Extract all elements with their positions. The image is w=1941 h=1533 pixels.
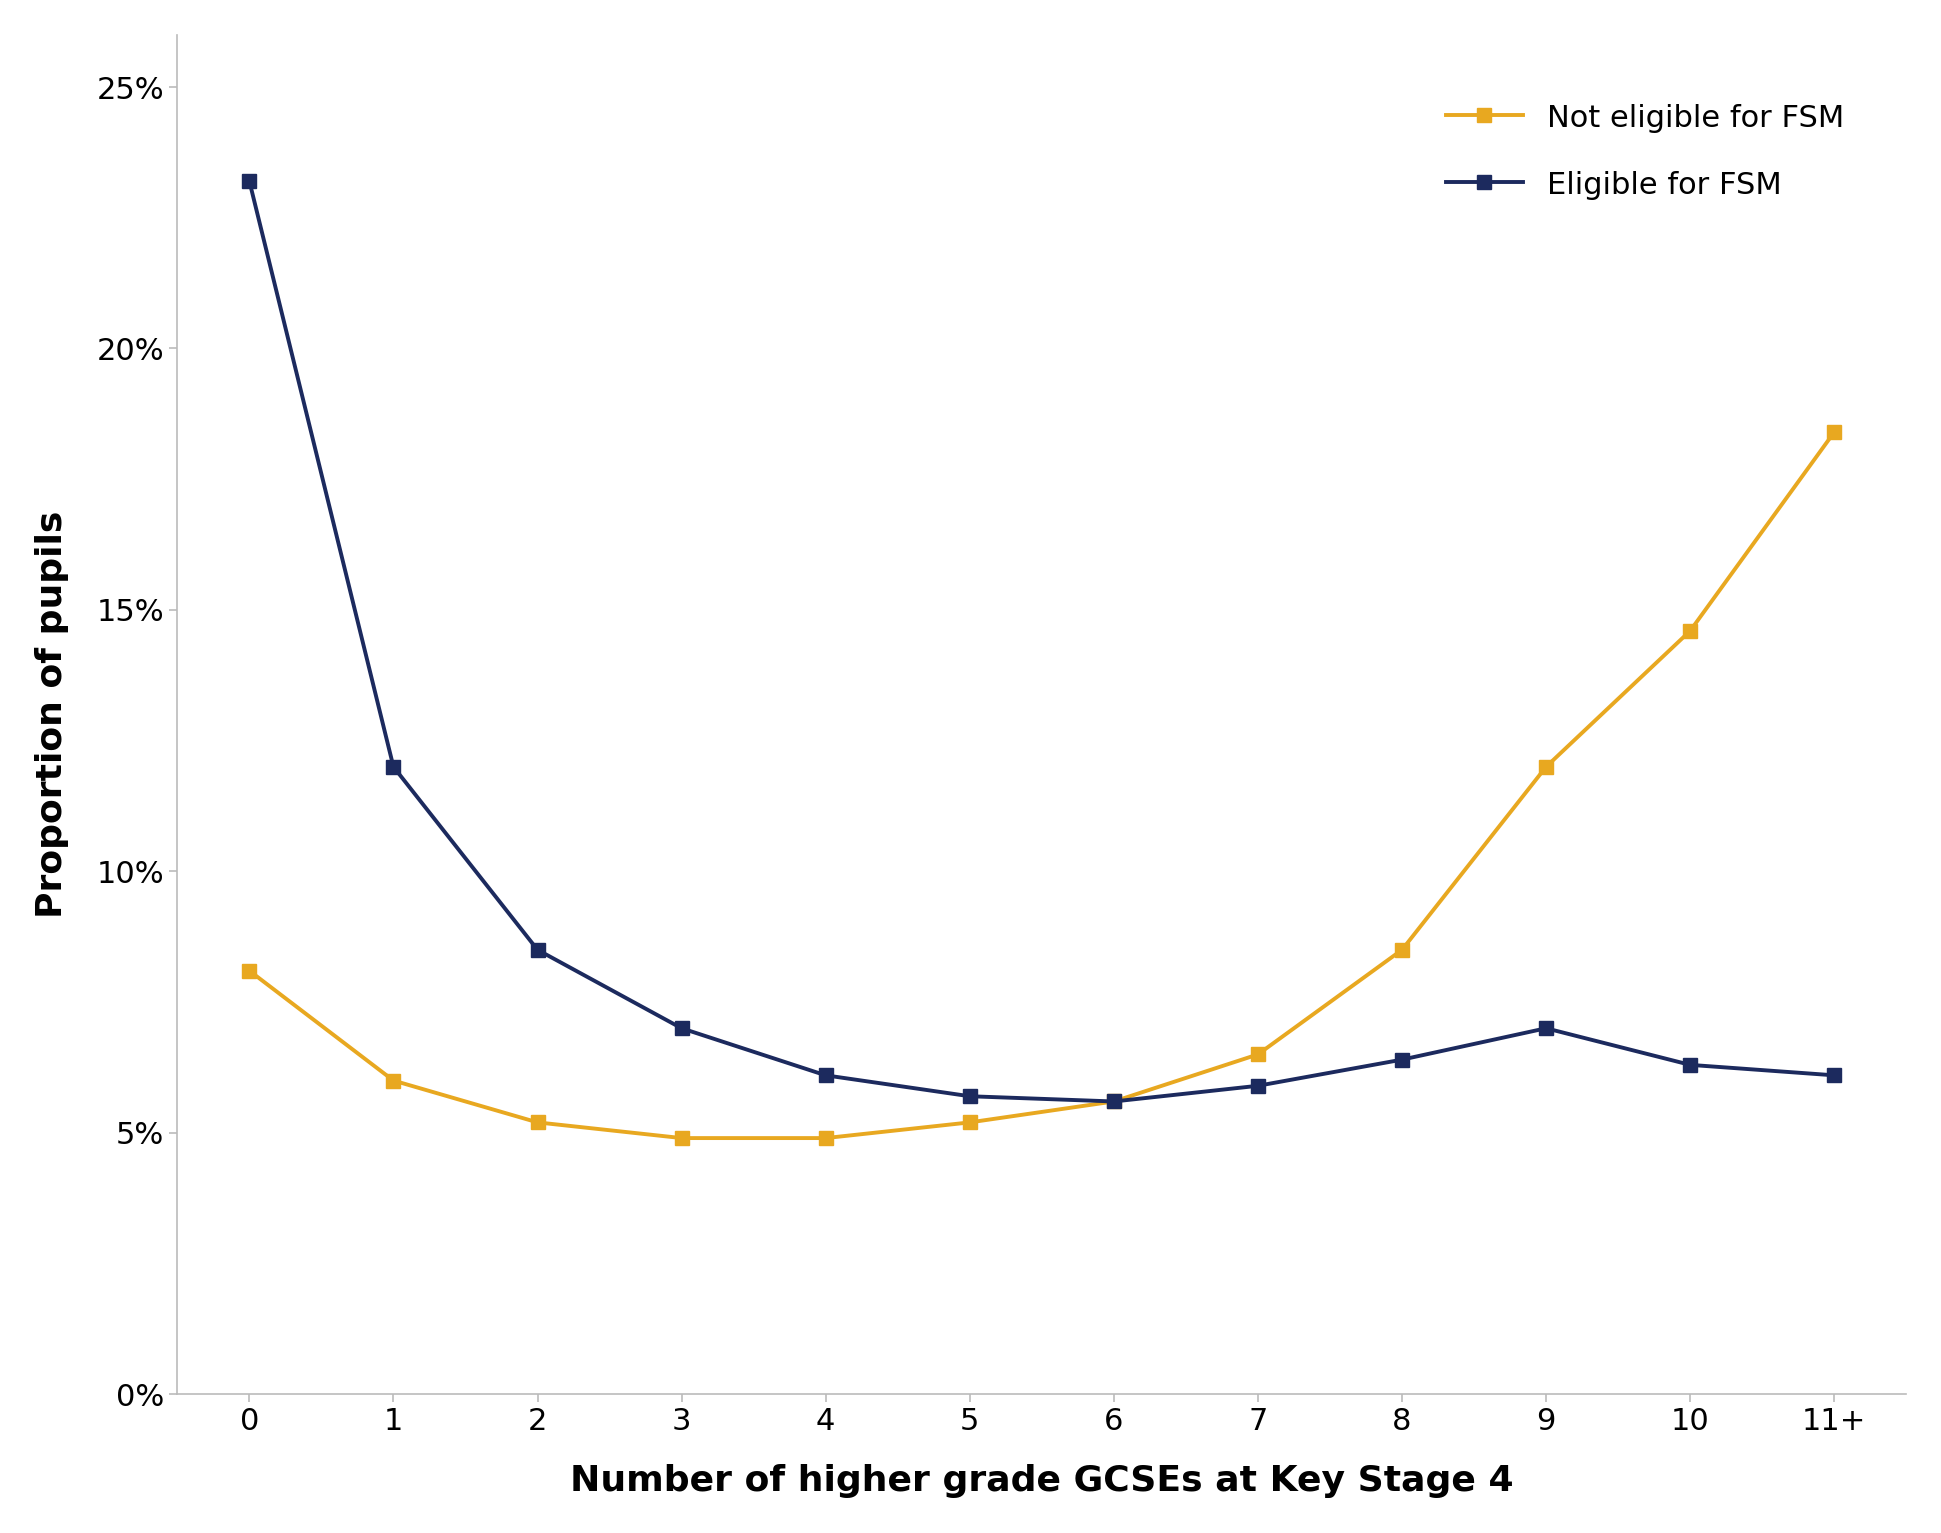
Not eligible for FSM xyxy=(1679,622,1702,641)
Eligible for FSM xyxy=(670,1019,693,1038)
Not eligible for FSM xyxy=(670,1128,693,1147)
Not eligible for FSM xyxy=(813,1128,837,1147)
Line: Not eligible for FSM: Not eligible for FSM xyxy=(243,425,1842,1145)
X-axis label: Number of higher grade GCSEs at Key Stage 4: Number of higher grade GCSEs at Key Stag… xyxy=(571,1464,1514,1498)
Eligible for FSM xyxy=(526,941,549,960)
Eligible for FSM xyxy=(237,172,260,190)
Not eligible for FSM xyxy=(1102,1093,1126,1111)
Not eligible for FSM xyxy=(1535,757,1559,776)
Not eligible for FSM xyxy=(1823,423,1846,442)
Legend: Not eligible for FSM, Eligible for FSM: Not eligible for FSM, Eligible for FSM xyxy=(1434,90,1856,212)
Eligible for FSM xyxy=(959,1087,982,1105)
Eligible for FSM xyxy=(1246,1076,1269,1095)
Not eligible for FSM xyxy=(1246,1046,1269,1064)
Eligible for FSM xyxy=(813,1065,837,1084)
Eligible for FSM xyxy=(1390,1050,1413,1069)
Not eligible for FSM xyxy=(959,1113,982,1131)
Line: Eligible for FSM: Eligible for FSM xyxy=(243,175,1842,1108)
Eligible for FSM xyxy=(1823,1065,1846,1084)
Eligible for FSM xyxy=(1535,1019,1559,1038)
Eligible for FSM xyxy=(382,757,406,776)
Not eligible for FSM xyxy=(526,1113,549,1131)
Y-axis label: Proportion of pupils: Proportion of pupils xyxy=(35,510,68,918)
Eligible for FSM xyxy=(1102,1093,1126,1111)
Not eligible for FSM xyxy=(1390,941,1413,960)
Not eligible for FSM xyxy=(237,961,260,980)
Eligible for FSM xyxy=(1679,1056,1702,1075)
Not eligible for FSM xyxy=(382,1072,406,1090)
